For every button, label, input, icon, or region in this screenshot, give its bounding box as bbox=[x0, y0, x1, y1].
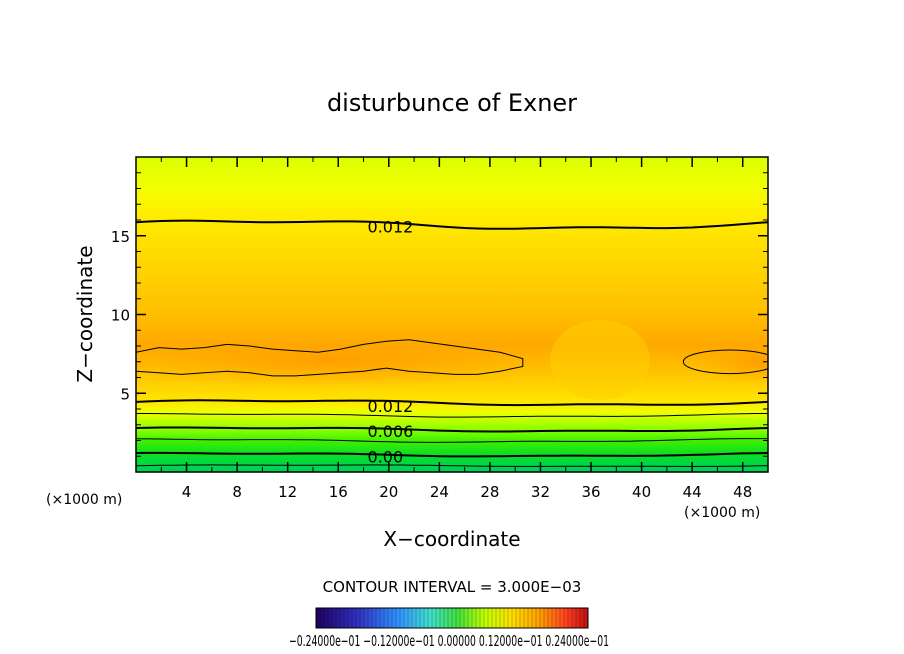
contour-line bbox=[136, 413, 768, 418]
x-tick-label: 48 bbox=[733, 483, 752, 501]
x-tick-label: 8 bbox=[232, 483, 242, 501]
colorbar-divisions bbox=[319, 608, 585, 628]
contour-line bbox=[136, 438, 768, 443]
x-tick-label: 16 bbox=[329, 483, 348, 501]
x-tick-label: 24 bbox=[430, 483, 449, 501]
y-axis-label: Z−coordinate bbox=[73, 245, 97, 382]
contour-line bbox=[136, 426, 768, 433]
contour-label: 0.012 bbox=[368, 217, 414, 236]
contour-lines bbox=[136, 219, 768, 468]
colorbar-labels: −0.24000e−01 −0.12000e−01 0.00000 0.1200… bbox=[289, 632, 609, 650]
x-unit-right: (×1000 m) bbox=[684, 505, 760, 521]
contour-line bbox=[136, 451, 768, 458]
y-tick-label: 5 bbox=[120, 385, 130, 403]
x-axis-label: X−coordinate bbox=[383, 527, 520, 551]
contour-line bbox=[136, 339, 524, 377]
x-unit-left: (×1000 m) bbox=[46, 492, 122, 508]
x-tick-label: 28 bbox=[480, 483, 499, 501]
chart-title: disturbunce of Exner bbox=[327, 89, 577, 117]
x-tick-label: 12 bbox=[278, 483, 297, 501]
x-tick-label: 36 bbox=[581, 483, 600, 501]
x-tick-label: 40 bbox=[632, 483, 651, 501]
contour-line bbox=[136, 464, 768, 468]
contour-label: 0.012 bbox=[368, 397, 414, 416]
x-tick-label: 32 bbox=[531, 483, 550, 501]
contour-label: 0.006 bbox=[368, 422, 414, 441]
x-tick-label: 44 bbox=[683, 483, 702, 501]
y-tick-label: 10 bbox=[111, 307, 130, 325]
y-tick-label: 15 bbox=[111, 228, 130, 246]
colorbar bbox=[315, 607, 589, 629]
contour-line bbox=[136, 219, 768, 230]
contour-labels: 0.012 0.012 0.006 0.00 bbox=[368, 217, 414, 466]
x-tick-label: 20 bbox=[379, 483, 398, 501]
contour-line bbox=[682, 349, 768, 375]
contour-interval: CONTOUR INTERVAL = 3.000E−03 bbox=[323, 578, 582, 596]
x-tick-label: 4 bbox=[182, 483, 192, 501]
contour-fill bbox=[136, 157, 768, 472]
contour-label: 0.00 bbox=[368, 447, 404, 466]
contour-line bbox=[136, 399, 768, 407]
